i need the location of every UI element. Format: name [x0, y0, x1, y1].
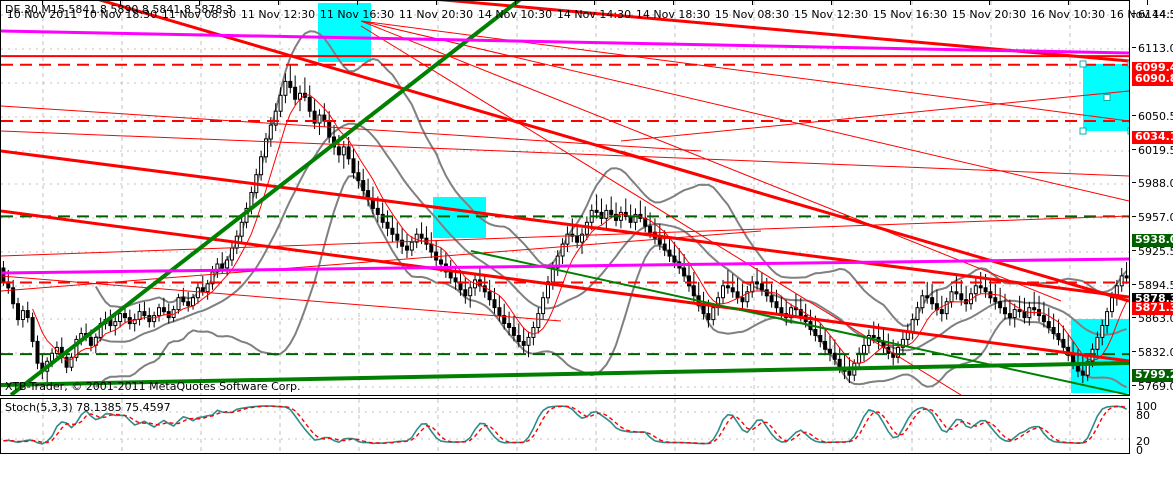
selection-handle[interactable] [1127, 127, 1129, 135]
tick-mark [1132, 47, 1136, 48]
time-axis-label: 14 Nov 14:30 [556, 8, 632, 21]
stochastic-axis-tick: 100 [1136, 400, 1157, 413]
time-tick-mark [357, 0, 358, 5]
tick-mark [1132, 13, 1136, 14]
stochastic-label: Stoch(5,3,3) 78.1385 75.4597 [5, 401, 171, 414]
selection-handle[interactable] [1079, 127, 1087, 135]
time-axis-label: 11 Nov 12:30 [240, 8, 316, 21]
tick-mark [1132, 317, 1136, 318]
price-axis-tick: 6019.5 [1132, 145, 1173, 156]
tick-mark [1132, 182, 1136, 183]
time-axis-label: 15 Nov 08:30 [714, 8, 790, 21]
time-axis-label: 16 Nov 14:30 [1109, 8, 1173, 21]
time-axis-label: 15 Nov 16:30 [872, 8, 948, 21]
selection-box[interactable] [318, 3, 371, 62]
price-level-label[interactable]: 5871.3 [1132, 302, 1173, 315]
time-tick-mark [910, 0, 911, 5]
tick-mark [1132, 250, 1136, 251]
price-axis-tick: 5832.0 [1132, 347, 1173, 358]
selection-box[interactable] [433, 197, 486, 238]
selection-handle[interactable] [1103, 94, 1111, 101]
time-axis-label: 15 Nov 12:30 [793, 8, 869, 21]
time-tick-mark [989, 0, 990, 5]
time-tick-mark [673, 0, 674, 5]
symbol-header: DE.30,M15 5841.8 5890.8 5841.8 5878.3 [5, 3, 233, 16]
time-tick-mark [120, 0, 121, 5]
tick-mark [1132, 149, 1136, 150]
price-axis-tick: 5863.0 [1132, 313, 1173, 324]
price-level-label[interactable]: 6099.4 [1132, 62, 1173, 75]
stochastic-axis-tick: 0 [1136, 444, 1143, 454]
stochastic-canvas [1, 399, 1129, 453]
tick-mark [1132, 284, 1136, 285]
price-chart-canvas[interactable] [1, 1, 1129, 395]
price-level-label[interactable]: 6090.8 [1132, 73, 1173, 86]
tick-mark [1132, 216, 1136, 217]
price-scale[interactable]: 6144.56113.06082.06050.56019.55988.05957… [1130, 0, 1173, 396]
time-tick-mark [42, 0, 43, 5]
time-axis-label: 11 Nov 08:30 [161, 8, 237, 21]
stochastic-scale: 100 80 20 0 [1130, 398, 1173, 454]
price-axis-tick: 5925.5 [1132, 246, 1173, 257]
selection-handle[interactable] [1079, 60, 1087, 68]
time-axis-label: 16 Nov 10:30 [1030, 8, 1106, 21]
time-axis-label: 11 Nov 16:30 [319, 8, 395, 21]
time-tick-mark [1147, 0, 1148, 5]
time-axis-label: 14 Nov 18:30 [635, 8, 711, 21]
time-tick-mark [199, 0, 200, 5]
price-axis-tick: 6050.5 [1132, 111, 1173, 122]
time-axis-label: 10 Nov 18:30 [82, 8, 158, 21]
time-tick-mark [278, 0, 279, 5]
price-axis-tick: 6144.5 [1132, 9, 1173, 20]
time-tick-mark [436, 0, 437, 5]
price-level-label[interactable]: 5938.0 [1132, 234, 1173, 247]
time-axis-label: 11 Nov 20:30 [398, 8, 474, 21]
time-tick-mark [752, 0, 753, 5]
time-tick-mark [515, 0, 516, 5]
copyright-text: XTB-Trader, © 2001-2011 MetaQuotes Softw… [5, 380, 301, 393]
price-axis-tick: 5957.0 [1132, 212, 1173, 223]
time-axis-label: 10 Nov 2011 [6, 8, 78, 21]
price-level-label[interactable]: 5799.2 [1132, 369, 1173, 382]
stochastic-pane[interactable]: Stoch(5,3,3) 78.1385 75.4597 [0, 398, 1130, 454]
time-tick-mark [831, 0, 832, 5]
price-axis-tick: 5988.0 [1132, 178, 1173, 189]
trend-line-group[interactable] [1, 1, 1129, 395]
time-axis-label: 14 Nov 10:30 [477, 8, 553, 21]
time-axis-label: 15 Nov 20:30 [951, 8, 1027, 21]
time-tick-mark [594, 0, 595, 5]
tick-mark [1132, 385, 1136, 386]
price-axis-tick: 6113.0 [1132, 43, 1173, 54]
selection-handle[interactable] [1127, 60, 1129, 68]
price-level-label[interactable]: 6034.1 [1132, 131, 1173, 144]
tick-mark [1132, 115, 1136, 116]
stochastic-axis-tick: 20 [1136, 435, 1150, 448]
price-chart-pane[interactable]: DE.30,M15 5841.8 5890.8 5841.8 5878.3 XT… [0, 0, 1130, 396]
price-axis-tick: 5769.0 [1132, 381, 1173, 392]
time-axis: 10 Nov 2011 10 Nov 18:30 11 Nov 08:30 11 No… [0, 0, 1173, 25]
price-axis-tick: 5894.5 [1132, 280, 1173, 291]
stochastic-axis-tick: 80 [1136, 409, 1150, 422]
time-tick-mark [1068, 0, 1069, 5]
tick-mark [1132, 351, 1136, 352]
